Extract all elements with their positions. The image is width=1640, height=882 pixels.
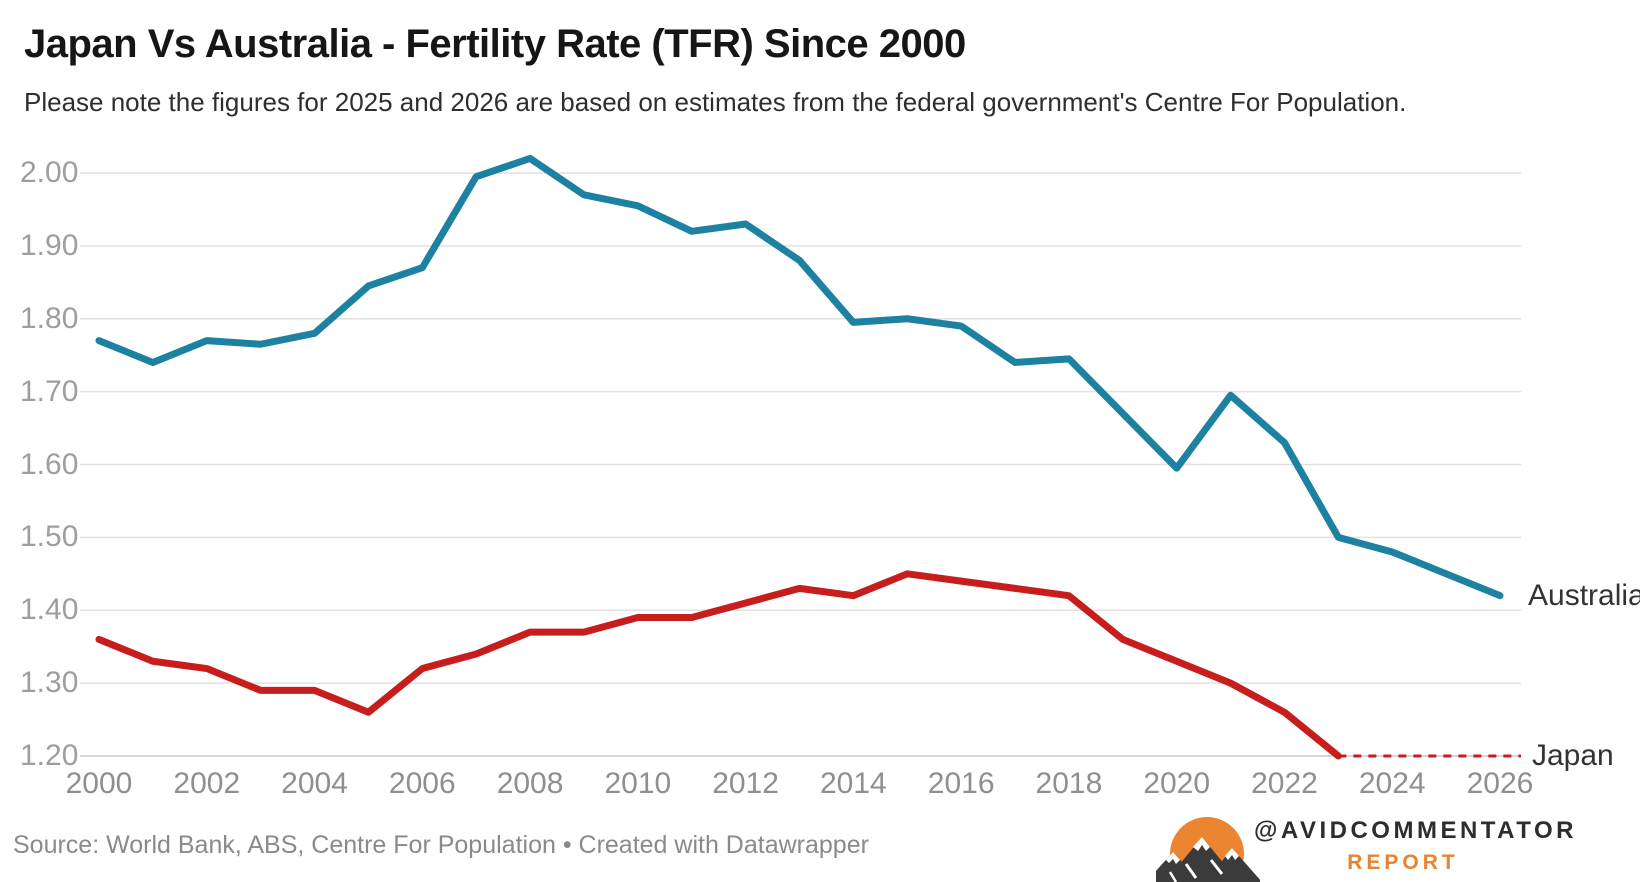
x-tick-label: 2020	[1143, 767, 1211, 800]
japan-line	[95, 570, 1342, 760]
page-title: Japan Vs Australia - Fertility Rate (TFR…	[24, 22, 966, 66]
chart-subtitle: Please note the figures for 2025 and 202…	[24, 87, 1407, 117]
gridlines	[80, 172, 1521, 757]
y-tick-label: 2.00	[20, 156, 79, 189]
x-tick-label: 2024	[1358, 767, 1426, 800]
y-tick-label: 1.40	[20, 593, 79, 627]
branding-block: @AVIDCOMMENTATOR REPORT	[1156, 812, 1640, 882]
y-tick-label: 1.70	[20, 374, 79, 408]
sun-mountains-icon	[1156, 817, 1260, 882]
x-tick-label: 2026	[1466, 767, 1534, 800]
y-tick-label: 1.60	[20, 447, 79, 481]
x-tick-label: 2002	[173, 767, 241, 800]
australia-line-label: Australia	[1528, 578, 1640, 612]
x-tick-label: 2016	[927, 767, 995, 800]
source-note: Source: World Bank, ABS, Centre For Popu…	[13, 831, 869, 859]
y-tick-label: 1.90	[20, 228, 79, 262]
brand-sub-label: REPORT	[1347, 851, 1459, 874]
x-tick-label: 2006	[388, 767, 456, 800]
x-tick-label: 2000	[65, 767, 133, 800]
series-lines	[95, 154, 1521, 760]
y-tick-label: 1.30	[20, 666, 79, 700]
x-tick-label: 2012	[712, 767, 779, 800]
brand-handle: @AVIDCOMMENTATOR	[1254, 817, 1577, 844]
x-tick-label: 2018	[1035, 767, 1103, 800]
australia-line	[95, 154, 1504, 600]
x-tick-label: 2004	[281, 767, 348, 800]
y-tick-label: 1.80	[20, 301, 79, 335]
y-tick-label: 1.50	[20, 520, 79, 554]
y-tick-label: 1.20	[20, 739, 79, 772]
x-tick-label: 2014	[820, 767, 887, 800]
x-tick-label: 2010	[604, 767, 672, 800]
japan-line-label: Japan	[1532, 739, 1614, 772]
x-tick-label: 2008	[496, 767, 564, 800]
x-tick-label: 2022	[1251, 767, 1318, 800]
